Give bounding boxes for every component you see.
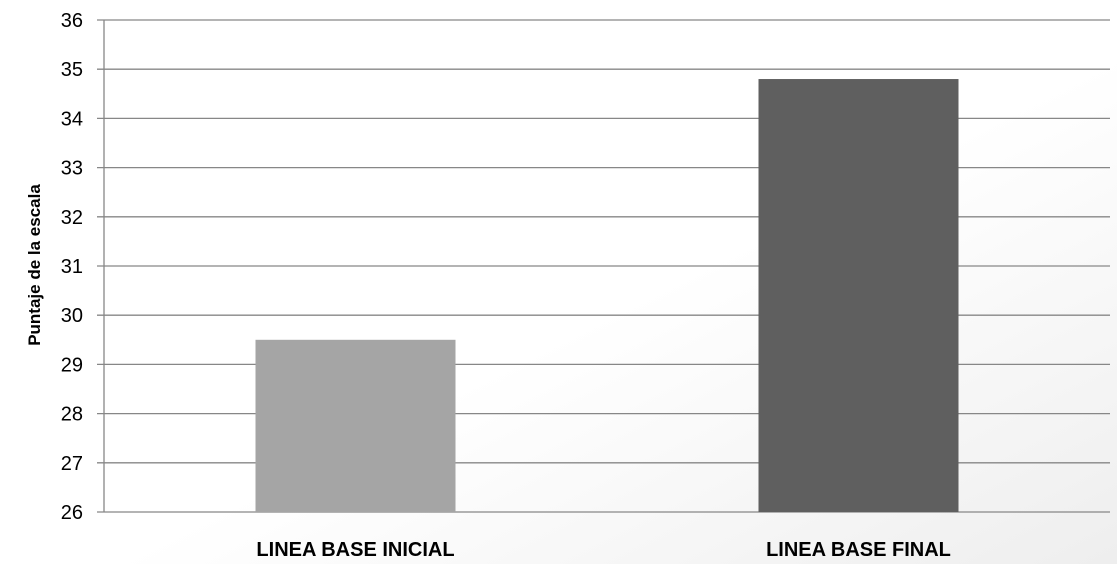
bar: [255, 339, 456, 512]
y-tick-label: 31: [61, 256, 83, 278]
y-tick-label: 36: [61, 10, 83, 32]
y-tick-label: 26: [61, 502, 83, 524]
y-tick-label: 30: [61, 305, 83, 327]
bars: [255, 79, 959, 512]
y-tick-label: 27: [61, 453, 83, 475]
y-tick-labels: 26 27 28 29 30 31 32 33 34 35 36: [61, 10, 83, 524]
bar: [758, 79, 959, 512]
y-tick-label: 32: [61, 207, 83, 229]
x-tick-label: LINEA BASE FINAL: [766, 539, 951, 561]
y-tick-label: 34: [61, 108, 83, 130]
y-tick-label: 28: [61, 404, 83, 426]
y-tick-label: 33: [61, 158, 83, 180]
x-tick-labels: LINEA BASE INICIAL LINEA BASE FINAL: [256, 539, 950, 561]
y-tick-label: 29: [61, 354, 83, 376]
y-tick-label: 35: [61, 59, 83, 81]
x-tick-label: LINEA BASE INICIAL: [256, 539, 454, 561]
y-axis-label: Puntaje de la escala: [25, 184, 44, 346]
